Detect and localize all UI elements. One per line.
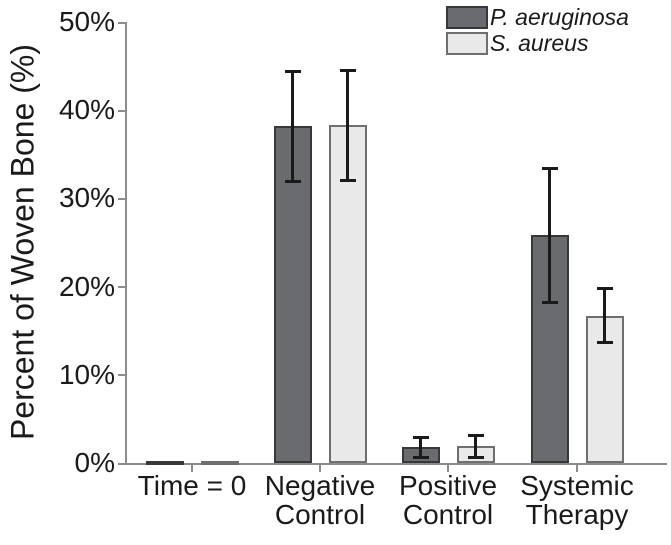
error-bar-cap-top: [541, 166, 558, 170]
legend-swatch-s-aureus: [446, 32, 488, 55]
error-bar-line: [419, 436, 422, 458]
x-axis-label-line: Therapy: [525, 499, 629, 530]
x-axis-label: Time = 0: [107, 471, 277, 500]
x-axis-line: [125, 463, 667, 465]
x-axis-label-line: Positive: [398, 470, 498, 501]
y-tick-label: 30%: [58, 182, 115, 214]
y-tick-mark: [118, 286, 125, 289]
error-bar-cap-bottom: [284, 179, 301, 183]
x-tick-mark: [319, 465, 321, 472]
legend-item: P. aeruginosa: [446, 6, 629, 29]
bar-p-aeruginosa-0: [145, 461, 184, 466]
x-tick-mark: [576, 465, 578, 472]
bar-s-aureus-0: [200, 461, 239, 466]
y-tick-label: 20%: [58, 270, 115, 302]
error-bar-cap-bottom: [467, 455, 484, 459]
error-bar-cap-top: [412, 435, 429, 439]
y-tick-label: 50%: [58, 6, 115, 37]
x-axis-label-line: Control: [402, 499, 494, 530]
y-tick-mark: [118, 21, 125, 24]
error-bar-cap-top: [467, 433, 484, 437]
x-tick-mark: [191, 465, 193, 472]
error-bar-line: [548, 167, 551, 304]
x-axis-label: Positive Control: [363, 471, 533, 529]
error-bar-cap-bottom: [596, 341, 613, 345]
y-tick-mark: [118, 197, 125, 200]
y-tick-mark: [118, 462, 125, 465]
error-bar-line: [291, 70, 294, 182]
y-axis-line: [125, 22, 127, 465]
error-bar-cap-bottom: [339, 178, 356, 182]
error-bar-cap-top: [339, 68, 356, 72]
legend-label: P. aeruginosa: [490, 4, 629, 30]
error-bar-line: [603, 288, 606, 344]
error-bar-cap-bottom: [412, 455, 429, 459]
error-bar-cap-top: [284, 69, 301, 73]
legend-item: S. aureus: [446, 32, 629, 55]
error-bar-line: [474, 434, 477, 458]
error-bar-cap-top: [596, 287, 613, 291]
legend-label: S. aureus: [490, 30, 589, 56]
x-axis-label: Systemic Therapy: [492, 471, 662, 529]
error-bar-cap-bottom: [541, 301, 558, 305]
legend: P. aeruginosa S. aureus: [446, 6, 629, 55]
y-tick-mark: [118, 374, 125, 377]
y-axis-title: Percent of Woven Bone (%): [4, 43, 41, 441]
y-tick-label: 0%: [74, 447, 115, 478]
legend-swatch-p-aeruginosa: [446, 6, 488, 29]
y-tick-label: 40%: [58, 94, 115, 126]
x-axis-label: Negative Control: [235, 471, 405, 529]
y-tick-label: 10%: [58, 358, 115, 390]
x-axis-label-line: Control: [274, 499, 366, 530]
x-tick-mark: [447, 465, 449, 472]
x-axis-label-line: Negative: [264, 470, 376, 501]
x-axis-label-line: Systemic: [520, 470, 634, 501]
y-tick-mark: [118, 109, 125, 112]
x-axis-label-line: Time = 0: [137, 470, 247, 501]
error-bar-line: [346, 69, 349, 181]
